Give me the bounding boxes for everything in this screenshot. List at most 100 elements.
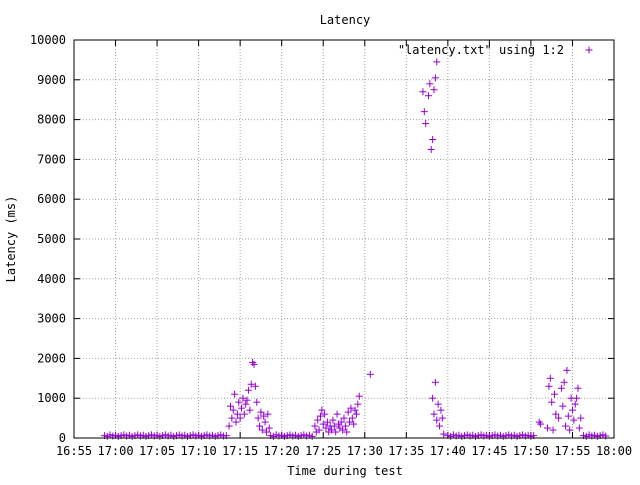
data-point	[316, 412, 324, 420]
data-point	[315, 426, 323, 434]
x-tick-label: 17:55	[554, 444, 590, 458]
data-point	[257, 408, 265, 416]
data-point	[350, 420, 358, 428]
data-point	[232, 418, 240, 426]
data-point	[437, 406, 445, 414]
data-point	[314, 416, 322, 424]
data-point	[544, 424, 552, 432]
x-tick-label: 17:00	[97, 444, 133, 458]
data-point	[242, 400, 250, 408]
data-point	[348, 414, 356, 422]
data-point	[251, 382, 259, 390]
data-point	[243, 396, 251, 404]
data-point	[552, 410, 560, 418]
data-point	[559, 402, 567, 410]
data-point	[233, 410, 241, 418]
data-point	[260, 412, 268, 420]
x-tick-label: 18:00	[596, 444, 632, 458]
x-tick-label: 17:15	[222, 444, 258, 458]
data-point	[254, 414, 262, 422]
data-point	[250, 360, 258, 368]
data-point	[261, 418, 269, 426]
data-point	[424, 92, 432, 100]
y-axis-label: Latency (ms)	[4, 196, 18, 283]
data-point	[574, 384, 582, 392]
plot-border	[73, 39, 615, 439]
data-point	[420, 108, 428, 116]
y-tick-label: 4000	[37, 272, 66, 286]
grid-lines	[74, 40, 614, 438]
data-point	[562, 422, 570, 430]
data-point	[548, 398, 556, 406]
data-point	[545, 382, 553, 390]
data-point	[355, 392, 363, 400]
y-tick-label: 5000	[37, 232, 66, 246]
data-point	[354, 400, 362, 408]
data-point	[577, 414, 585, 422]
data-point	[351, 406, 359, 414]
data-point	[436, 422, 444, 430]
data-point	[429, 394, 437, 402]
data-point	[340, 414, 348, 422]
data-point	[568, 406, 576, 414]
data-point	[311, 422, 319, 430]
data-point	[575, 424, 583, 432]
data-point	[229, 406, 237, 414]
y-tick-label: 9000	[37, 73, 66, 87]
data-point	[433, 416, 441, 424]
y-tick-label: 6000	[37, 192, 66, 206]
data-point	[430, 86, 438, 94]
data-point	[236, 414, 244, 422]
data-point	[431, 378, 439, 386]
data-point	[341, 422, 349, 430]
data-point	[560, 378, 568, 386]
data-point	[352, 410, 360, 418]
data-point	[238, 404, 246, 412]
data-point	[333, 410, 341, 418]
data-point	[566, 426, 574, 434]
data-point	[247, 380, 255, 388]
data-point	[319, 420, 327, 428]
y-tick-label: 7000	[37, 152, 66, 166]
data-point	[438, 414, 446, 422]
data-point	[330, 422, 338, 430]
y-tick-label: 1000	[37, 391, 66, 405]
data-point	[328, 426, 336, 434]
data-point	[422, 120, 430, 128]
x-tick-label: 17:05	[139, 444, 175, 458]
legend-label: "latency.txt" using 1:2	[398, 43, 564, 57]
y-tick-label: 0	[59, 431, 66, 445]
data-point	[537, 420, 545, 428]
data-point	[546, 374, 554, 382]
data-point	[264, 410, 272, 418]
data-point	[246, 406, 254, 414]
legend-marker	[585, 46, 593, 54]
tick-labels: 0 1000 2000 3000 4000 5000 6000 7000 8000 9000 100…	[30, 33, 632, 458]
data-point	[337, 418, 345, 426]
data-point	[557, 384, 565, 392]
data-point	[427, 145, 435, 153]
data-point	[322, 424, 330, 432]
data-point	[329, 416, 337, 424]
data-point	[265, 424, 273, 432]
data-point	[344, 408, 352, 416]
data-point	[430, 410, 438, 418]
data-point	[564, 412, 572, 420]
data-point	[239, 394, 247, 402]
data-point	[226, 402, 234, 410]
y-tick-label: 2000	[37, 351, 66, 365]
data-point	[419, 88, 427, 96]
data-point	[258, 426, 266, 434]
data-point	[549, 426, 557, 434]
data-point	[429, 136, 437, 143]
data-point	[573, 394, 581, 402]
data-point	[555, 414, 563, 422]
y-tick-label: 10000	[30, 33, 66, 47]
x-tick-label: 17:45	[471, 444, 507, 458]
data-point	[346, 418, 354, 426]
data-point	[332, 428, 340, 436]
x-tick-label: 17:20	[264, 444, 300, 458]
